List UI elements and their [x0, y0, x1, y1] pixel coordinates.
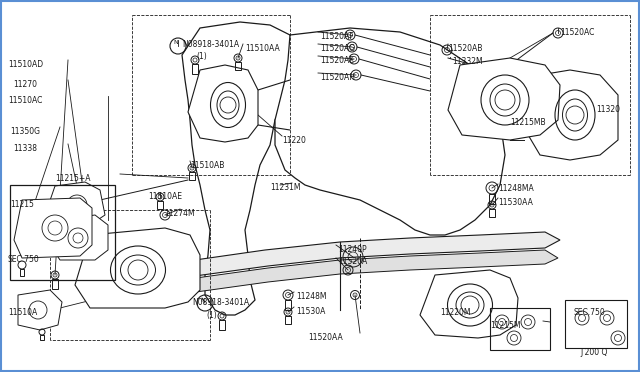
Text: 11510AB: 11510AB — [190, 161, 225, 170]
Text: 11510A: 11510A — [8, 308, 37, 317]
Bar — [157, 201, 163, 209]
Text: 11520AC: 11520AC — [560, 28, 595, 37]
Text: 11510AA: 11510AA — [245, 44, 280, 53]
Text: 11332M: 11332M — [452, 57, 483, 66]
Polygon shape — [524, 70, 618, 160]
Polygon shape — [195, 232, 560, 276]
Text: SEC.750: SEC.750 — [573, 308, 605, 317]
Bar — [285, 316, 291, 324]
Text: 11510AD: 11510AD — [8, 60, 43, 69]
Polygon shape — [48, 215, 108, 260]
Text: 11520AA: 11520AA — [308, 333, 343, 342]
Text: (1): (1) — [206, 311, 217, 320]
Text: 11520AE: 11520AE — [320, 56, 354, 65]
Text: 11530A: 11530A — [296, 307, 325, 316]
Bar — [235, 62, 241, 70]
Text: 11350G: 11350G — [10, 127, 40, 136]
Text: (1): (1) — [196, 52, 207, 61]
Bar — [10, 185, 115, 280]
Text: 11530AA: 11530AA — [498, 198, 533, 207]
Text: 11520AH: 11520AH — [320, 73, 355, 82]
Polygon shape — [14, 198, 92, 258]
Polygon shape — [75, 228, 200, 308]
Text: 11520AB: 11520AB — [448, 44, 483, 53]
Polygon shape — [18, 290, 62, 330]
Text: 11520A: 11520A — [338, 257, 367, 266]
Bar — [40, 335, 44, 340]
Polygon shape — [45, 182, 105, 228]
Text: 11274M: 11274M — [164, 209, 195, 218]
Bar — [285, 300, 291, 310]
Polygon shape — [275, 28, 505, 235]
Text: 11510AE: 11510AE — [148, 192, 182, 201]
Text: 11215MB: 11215MB — [510, 118, 546, 127]
Text: 11520AG: 11520AG — [320, 44, 355, 53]
Bar — [192, 64, 198, 74]
Polygon shape — [448, 58, 560, 140]
Text: 11520AF: 11520AF — [320, 32, 354, 41]
Text: N: N — [200, 298, 205, 302]
Polygon shape — [188, 65, 258, 142]
Bar — [565, 300, 627, 348]
Text: 11248M: 11248M — [296, 292, 326, 301]
Text: 11215+A: 11215+A — [55, 174, 90, 183]
Text: 11338: 11338 — [13, 144, 37, 153]
Bar — [489, 194, 495, 204]
Text: 11510AC: 11510AC — [8, 96, 42, 105]
Text: N08918-3401A: N08918-3401A — [182, 40, 239, 49]
Text: N08918-3401A: N08918-3401A — [192, 298, 249, 307]
Text: 11240P: 11240P — [338, 245, 367, 254]
Bar — [52, 279, 58, 289]
Text: J 200 Q: J 200 Q — [580, 348, 607, 357]
Text: 11215: 11215 — [10, 200, 34, 209]
Text: N: N — [173, 41, 179, 45]
Text: SEC.750: SEC.750 — [8, 255, 40, 264]
Polygon shape — [420, 270, 518, 338]
Bar — [189, 172, 195, 180]
Text: 11320: 11320 — [596, 105, 620, 114]
Text: 11270: 11270 — [13, 80, 37, 89]
Bar — [490, 308, 550, 350]
Text: 11231M: 11231M — [270, 183, 301, 192]
Text: 11220: 11220 — [282, 136, 306, 145]
Bar — [489, 209, 495, 217]
Polygon shape — [196, 250, 558, 292]
Text: 11215M: 11215M — [490, 321, 520, 330]
Text: 11248MA: 11248MA — [498, 184, 534, 193]
Polygon shape — [182, 22, 300, 315]
Text: 11220M: 11220M — [440, 308, 470, 317]
Bar — [219, 320, 225, 330]
Bar — [20, 269, 24, 276]
